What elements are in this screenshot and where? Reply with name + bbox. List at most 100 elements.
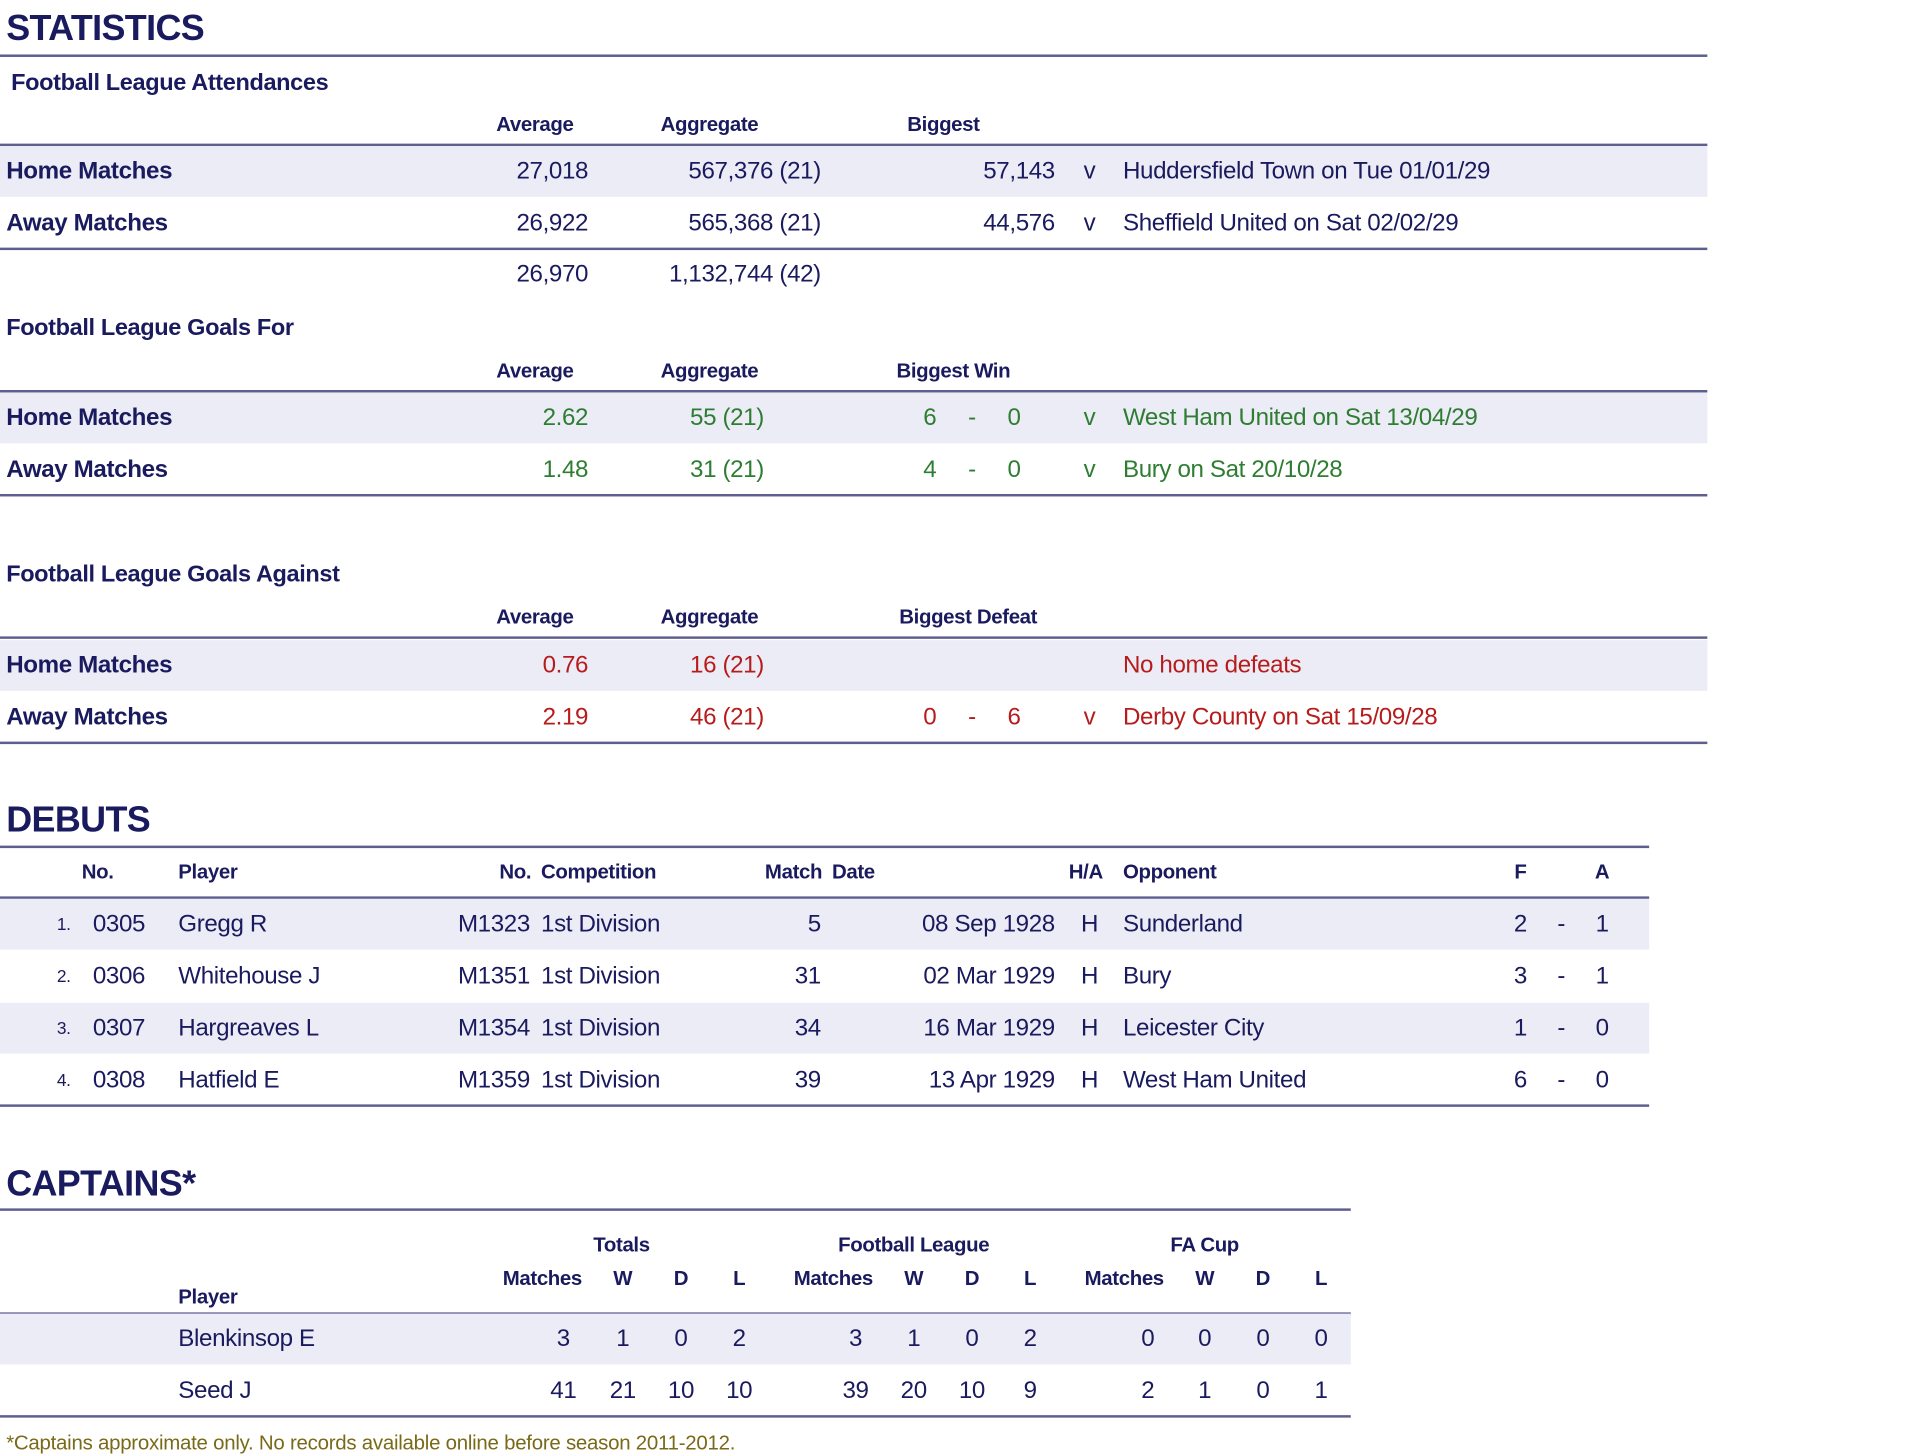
aggregate-value: 46 (21) — [690, 703, 764, 731]
date: 13 Apr 1929 — [928, 1066, 1056, 1094]
versus: v — [1083, 209, 1096, 237]
match-number: M1359 — [457, 1066, 530, 1094]
player-number: 0308 — [92, 1066, 146, 1094]
title-divider — [0, 845, 1650, 848]
match-detail: Huddersfield Town on Tue 01/01/29 — [1122, 157, 1491, 185]
date: 16 Mar 1929 — [923, 1014, 1055, 1042]
row-index: 3. — [56, 1017, 71, 1038]
row-highlight — [0, 1313, 1351, 1365]
player-name: Hatfield E — [178, 1066, 280, 1094]
match-detail: West Ham United on Sat 13/04/29 — [1122, 403, 1478, 432]
score-for: 6 — [1513, 1066, 1527, 1094]
divider — [0, 247, 1708, 250]
match-number: M1351 — [457, 962, 530, 990]
home-away: H — [1080, 1014, 1099, 1042]
captain-stat: 1 — [616, 1325, 630, 1353]
column-header-competition: Competition — [541, 861, 657, 884]
subheader-d: D — [673, 1267, 689, 1290]
divider — [0, 494, 1708, 496]
versus: v — [1083, 703, 1096, 731]
column-header-aggregate: Aggregate — [660, 113, 759, 136]
score-against: 1 — [1595, 962, 1609, 990]
match-detail: No home defeats — [1122, 651, 1302, 679]
column-header-biggest: Biggest — [907, 113, 980, 136]
average-value: 1.48 — [542, 455, 589, 484]
competition: 1st Division — [541, 962, 661, 990]
captain-stat: 0 — [674, 1325, 688, 1353]
opponent: West Ham United — [1122, 1066, 1307, 1094]
column-header-opponent: Opponent — [1122, 861, 1217, 884]
captain-stat: 39 — [842, 1377, 869, 1405]
captain-stat: 2 — [1023, 1325, 1037, 1353]
subheader-l: L — [1024, 1267, 1037, 1290]
opponent: Leicester City — [1122, 1014, 1265, 1042]
column-header-f: F — [1514, 861, 1527, 884]
score-for: 0 — [923, 703, 937, 731]
total-aggregate: 1,132,744 (42) — [668, 260, 821, 288]
captain-stat: 20 — [900, 1377, 927, 1405]
column-header-a: A — [1594, 861, 1610, 884]
row-label: Away Matches — [6, 455, 168, 484]
score-against: 1 — [1595, 910, 1609, 938]
group-header: FA Cup — [1170, 1234, 1239, 1257]
subheader-matches: Matches — [793, 1267, 874, 1290]
aggregate-value: 565,368 (21) — [688, 209, 821, 237]
captain-stat: 1 — [1198, 1377, 1212, 1405]
home-away: H — [1080, 910, 1099, 938]
versus: v — [1083, 403, 1096, 432]
row-label: Away Matches — [6, 703, 168, 731]
column-header-biggest: Biggest Defeat — [899, 606, 1038, 629]
captain-stat: 2 — [1141, 1377, 1155, 1405]
captain-name: Blenkinsop E — [178, 1325, 315, 1353]
biggest-value: 57,143 — [983, 157, 1055, 185]
match: 31 — [794, 962, 821, 990]
subheader-d: D — [1255, 1267, 1271, 1290]
column-header-player: Player — [178, 861, 238, 884]
divider — [0, 1415, 1351, 1418]
match-detail: Derby County on Sat 15/09/28 — [1122, 703, 1438, 731]
score-dash: - — [968, 403, 976, 432]
player-name: Gregg R — [178, 910, 267, 938]
versus: v — [1083, 157, 1096, 185]
home-away: H — [1080, 962, 1099, 990]
captain-stat: 10 — [667, 1377, 695, 1405]
score-against: 0 — [1595, 1066, 1609, 1094]
row-index: 1. — [56, 913, 71, 934]
subheader-w: W — [1195, 1267, 1215, 1290]
column-header-no: No. — [81, 861, 114, 884]
column-header-aggregate: Aggregate — [660, 359, 759, 383]
divider — [0, 896, 1650, 899]
aggregate-value: 567,376 (21) — [688, 157, 821, 185]
subheader-matches: Matches — [1084, 1267, 1165, 1290]
row-label: Home Matches — [6, 403, 173, 432]
row-highlight — [0, 1002, 1650, 1054]
score-dash: - — [968, 703, 976, 731]
row-highlight — [0, 898, 1650, 950]
average-value: 2.19 — [542, 703, 589, 731]
match-number: M1354 — [457, 1014, 530, 1042]
subheader-matches: Matches — [502, 1267, 583, 1290]
score-dash: - — [1557, 1014, 1566, 1042]
aggregate-value: 16 (21) — [690, 651, 764, 679]
versus: v — [1083, 455, 1096, 484]
date: 02 Mar 1929 — [923, 962, 1055, 990]
captain-stat: 3 — [848, 1325, 863, 1353]
subheader-l: L — [1314, 1267, 1328, 1290]
subsection-title: Football League Goals Against — [6, 561, 340, 588]
row-highlight — [0, 146, 1708, 197]
score-against: 6 — [1007, 703, 1021, 731]
captain-stat: 0 — [1256, 1325, 1270, 1353]
captain-stat: 0 — [1198, 1325, 1212, 1353]
captain-stat: 10 — [958, 1377, 985, 1405]
column-header-average: Average — [496, 359, 574, 383]
biggest-value: 44,576 — [983, 209, 1055, 237]
column-header-match: Match — [764, 861, 823, 884]
captain-stat: 1 — [907, 1325, 921, 1353]
title-divider — [0, 54, 1708, 57]
score-for: 6 — [923, 403, 937, 432]
score-for: 1 — [1513, 1014, 1527, 1042]
divider — [0, 1104, 1650, 1107]
average-value: 27,018 — [516, 157, 589, 185]
player-name: Hargreaves L — [178, 1014, 319, 1042]
